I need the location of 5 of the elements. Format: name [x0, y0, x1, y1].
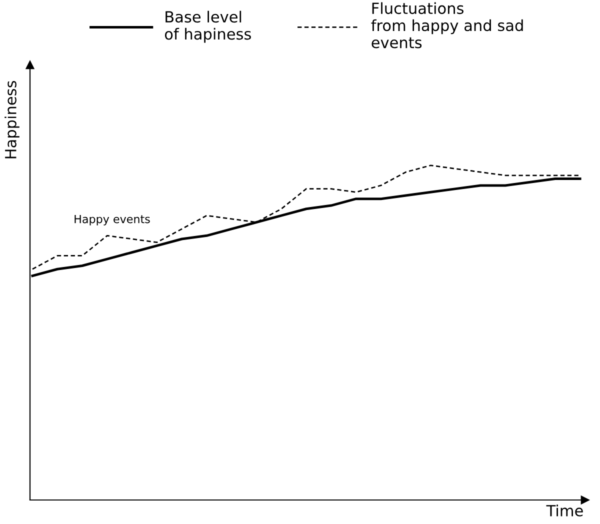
annotation: Happy events [74, 214, 150, 226]
legend-label: Fluctuations from happy and sad events [371, 2, 523, 48]
legend-label: Base level of hapiness [164, 10, 251, 43]
y-axis-title: Happiness [4, 81, 20, 158]
x-axis-title: Time [546, 504, 583, 516]
